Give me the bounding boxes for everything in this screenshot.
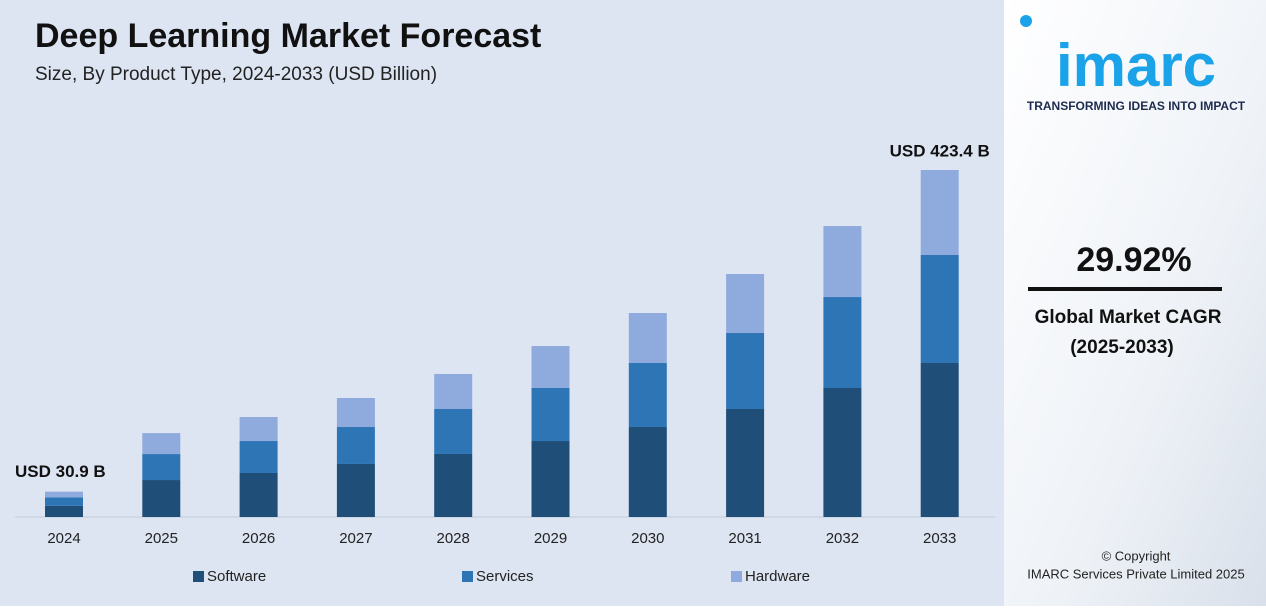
cagr-period: (2025-2033) [1070,337,1174,358]
x-tick-label: 2028 [437,530,470,547]
copyright-owner: IMARC Services Private Limited 2025 [1027,566,1244,581]
bar-segment [239,441,278,473]
bar-segment [531,346,570,389]
x-tick-label: 2027 [339,530,372,547]
bar-segment [531,441,570,517]
copyright: © Copyright [1102,548,1171,563]
bar-segment [920,254,959,364]
x-tick-label: 2026 [242,530,275,547]
x-tick-label: 2029 [534,530,567,547]
tagline: TRANSFORMING IDEAS INTO IMPACT [1027,99,1246,113]
bar-segment [726,274,765,334]
annotation: USD 30.9 B [15,462,106,481]
x-tick-label: 2031 [728,530,761,547]
chart-title: Deep Learning Market Forecast [35,17,541,55]
x-tick-label: 2025 [145,530,178,547]
bar-segment [823,226,862,298]
bar-segment [142,454,181,481]
legend-label: Hardware [745,568,810,585]
cagr-value: 29.92% [1076,241,1191,279]
bar-segment [628,363,667,428]
legend-label: Services [476,568,534,585]
x-tick-label: 2033 [923,530,956,547]
bar-segment [239,417,278,442]
cagr-label: Global Market CAGR [1035,307,1222,328]
legend-swatch [462,571,473,582]
cagr-rule [1028,287,1222,291]
bar-segment [434,373,473,409]
annotation: USD 423.4 B [890,141,990,160]
bar-segment [823,297,862,389]
bar-segment [628,427,667,517]
x-tick-label: 2030 [631,530,664,547]
bar-segment [434,408,473,454]
bar-segment [726,333,765,409]
bar-segment [45,491,83,498]
legend-swatch [731,571,742,582]
sidebar-background [1004,0,1266,606]
legend-swatch [193,571,204,582]
bar-segment [142,480,181,517]
logo: imarc [1056,32,1216,99]
bar-segment [726,408,765,517]
bar-segment [531,388,570,442]
bar-segment [920,363,959,517]
bar-segment [628,313,667,364]
bar-segment [45,505,83,517]
legend-label: Software [207,568,266,585]
x-tick-label: 2032 [826,530,859,547]
x-tick-label: 2024 [47,530,80,547]
bar-segment [434,453,473,517]
chart-subtitle: Size, By Product Type, 2024-2033 (USD Bi… [35,64,437,85]
logo-dot [1020,15,1032,27]
bar-segment [239,472,278,517]
bar-segment [45,497,83,506]
bar-segment [336,427,375,464]
bar-segment [336,463,375,517]
bar-segment [823,388,862,517]
bar-segment [336,398,375,428]
bar-segment [920,170,959,255]
bar-segment [142,433,181,455]
